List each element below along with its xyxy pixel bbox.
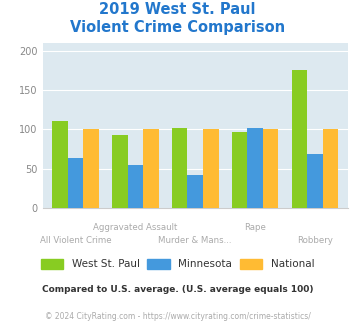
Legend: West St. Paul, Minnesota, National: West St. Paul, Minnesota, National <box>37 254 318 273</box>
Text: © 2024 CityRating.com - https://www.cityrating.com/crime-statistics/: © 2024 CityRating.com - https://www.city… <box>45 312 310 321</box>
Bar <box>52 121 68 208</box>
Bar <box>143 129 159 208</box>
Text: Rape: Rape <box>244 223 266 232</box>
Bar <box>68 158 83 208</box>
Bar <box>112 135 127 208</box>
Text: Robbery: Robbery <box>297 236 333 245</box>
Bar <box>187 175 203 208</box>
Text: Violent Crime Comparison: Violent Crime Comparison <box>70 20 285 35</box>
Text: Compared to U.S. average. (U.S. average equals 100): Compared to U.S. average. (U.S. average … <box>42 285 313 294</box>
Bar <box>172 128 187 208</box>
Bar <box>323 129 338 208</box>
Bar <box>263 129 278 208</box>
Bar <box>232 132 247 208</box>
Bar <box>307 154 323 208</box>
Bar <box>247 128 263 208</box>
Bar <box>291 70 307 208</box>
Text: 2019 West St. Paul: 2019 West St. Paul <box>99 2 256 16</box>
Bar <box>127 165 143 208</box>
Text: All Violent Crime: All Violent Crime <box>40 236 111 245</box>
Text: Aggravated Assault: Aggravated Assault <box>93 223 178 232</box>
Bar <box>203 129 219 208</box>
Text: Murder & Mans...: Murder & Mans... <box>158 236 232 245</box>
Bar <box>83 129 99 208</box>
